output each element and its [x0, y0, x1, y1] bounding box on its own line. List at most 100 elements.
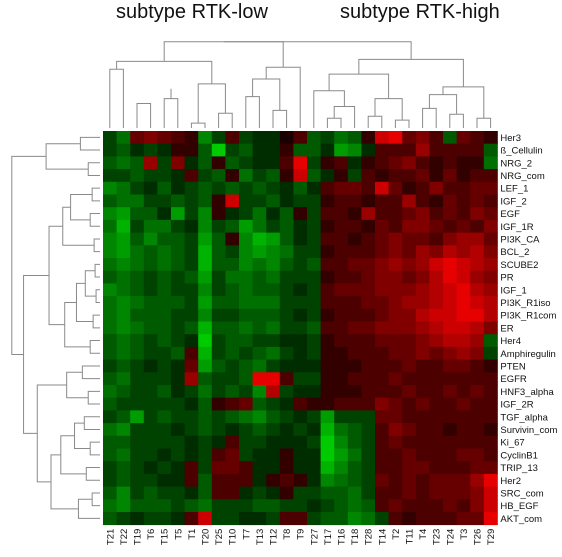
heatmap-cell — [470, 258, 485, 272]
heatmap-cell — [483, 448, 498, 462]
heatmap-cell — [402, 156, 417, 170]
heatmap-cell — [266, 270, 281, 284]
heatmap-cell — [334, 232, 349, 246]
heatmap-cell — [361, 283, 376, 297]
heatmap-cell — [375, 232, 389, 246]
heatmap-cell — [402, 321, 417, 335]
heatmap-cell — [239, 245, 253, 259]
heatmap-cell — [157, 219, 172, 233]
dendrogram-branch — [64, 301, 91, 348]
heatmap-cell — [239, 473, 253, 487]
heatmap-cell — [184, 181, 199, 195]
heatmap-cell — [334, 372, 349, 386]
heatmap-cell — [388, 461, 403, 475]
heatmap-cell — [443, 512, 457, 526]
heatmap-cell — [307, 499, 321, 513]
dendrogram-branch — [62, 206, 95, 246]
heatmap-cell — [388, 245, 403, 259]
heatmap-cell — [388, 321, 403, 335]
row-label: LEF_1 — [500, 184, 528, 195]
heatmap-cell — [279, 131, 294, 145]
heatmap-cell — [171, 461, 185, 475]
heatmap-cell — [157, 207, 172, 221]
heatmap-cell — [334, 359, 349, 373]
heatmap-cell — [103, 486, 117, 500]
dendrogram-branch — [422, 107, 437, 128]
heatmap-cell — [116, 131, 131, 145]
heatmap-cell — [198, 346, 213, 360]
heatmap-cell — [225, 131, 240, 145]
heatmap-cell — [130, 461, 145, 475]
heatmap-cell — [307, 512, 321, 526]
heatmap-cell — [266, 372, 281, 386]
group-label-rtk-low: subtype RTK-low — [116, 1, 268, 23]
heatmap-cell — [483, 334, 498, 348]
dendrogram-branch — [313, 90, 345, 128]
heatmap-cell — [470, 448, 485, 462]
heatmap-cell — [320, 410, 335, 424]
heatmap-cell — [211, 397, 226, 411]
heatmap-cell — [279, 385, 294, 399]
heatmap-cell — [470, 181, 485, 195]
heatmap-cell — [130, 359, 145, 373]
heatmap-cell — [157, 296, 172, 310]
heatmap-cell — [171, 385, 185, 399]
heatmap-cell — [307, 410, 321, 424]
heatmap-cell — [266, 245, 281, 259]
heatmap-cell — [279, 232, 294, 246]
heatmap-cell — [320, 448, 335, 462]
heatmap-cell — [470, 131, 485, 145]
heatmap-cell — [388, 156, 403, 170]
heatmap-cell — [375, 346, 389, 360]
heatmap-cell — [157, 169, 172, 183]
heatmap-cell — [211, 423, 226, 437]
heatmap-cell — [347, 512, 362, 526]
heatmap-cell — [198, 270, 213, 284]
heatmap-cell — [483, 296, 498, 310]
heatmap-cell — [347, 258, 362, 272]
dendrogram-branch — [95, 289, 100, 303]
heatmap-cell — [470, 461, 485, 475]
heatmap-cell — [415, 194, 430, 208]
heatmap-cell — [266, 410, 281, 424]
heatmap-cell — [252, 372, 267, 386]
heatmap-cell — [429, 334, 444, 348]
heatmap-cell — [334, 296, 349, 310]
heatmap-cell — [415, 423, 430, 437]
heatmap-cell — [198, 131, 213, 145]
heatmap-cell — [143, 156, 158, 170]
dendrogram-branch — [449, 113, 464, 128]
heatmap-cell — [225, 410, 240, 424]
heatmap-cell — [266, 448, 281, 462]
column-label: T20 — [201, 529, 212, 545]
heatmap-cell — [483, 385, 498, 399]
heatmap-cell — [402, 461, 417, 475]
heatmap-cell — [116, 283, 131, 297]
heatmap-cell — [225, 448, 240, 462]
heatmap-cell — [347, 397, 362, 411]
heatmap-cell — [116, 232, 131, 246]
heatmap-cell — [388, 448, 403, 462]
dendrogram-branch — [328, 73, 390, 99]
heatmap-cell — [334, 207, 349, 221]
heatmap-cell — [157, 435, 172, 449]
heatmap-cell — [130, 156, 145, 170]
column-label: T17 — [323, 529, 334, 545]
heatmap-cell — [198, 410, 213, 424]
heatmap-cell — [415, 169, 430, 183]
heatmap-cell — [443, 156, 457, 170]
column-label: T22 — [119, 529, 130, 545]
heatmap-cell — [470, 435, 485, 449]
heatmap-cell — [483, 346, 498, 360]
heatmap-cell — [456, 461, 471, 475]
heatmap-cell — [429, 435, 444, 449]
heatmap-cell — [320, 232, 335, 246]
heatmap-cell — [429, 283, 444, 297]
column-label: T10 — [228, 529, 239, 545]
heatmap-cell — [293, 169, 308, 183]
heatmap-cell — [198, 359, 213, 373]
row-label: HB_EGF — [500, 501, 538, 512]
heatmap-cell — [470, 423, 485, 437]
heatmap-cell — [103, 397, 117, 411]
column-label: T23 — [432, 529, 443, 545]
